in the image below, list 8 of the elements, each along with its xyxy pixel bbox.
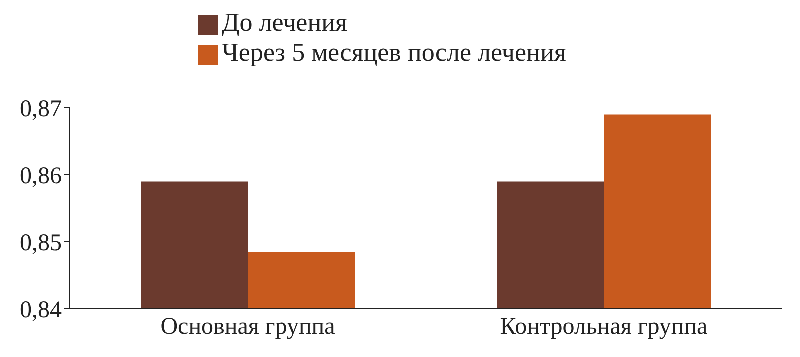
legend-label: Через 5 месяцев после лечения: [222, 38, 566, 67]
y-tick-label: 0,86: [20, 164, 62, 190]
y-tick-label: 0,85: [20, 230, 62, 257]
legend-label: До лечения: [222, 8, 348, 37]
y-tick-label: 0,84: [20, 298, 62, 324]
y-tick-label: 0,87: [20, 96, 62, 123]
x-tick-label: Основная группа: [160, 314, 336, 340]
x-tick-label: Контрольная группа: [500, 314, 708, 340]
